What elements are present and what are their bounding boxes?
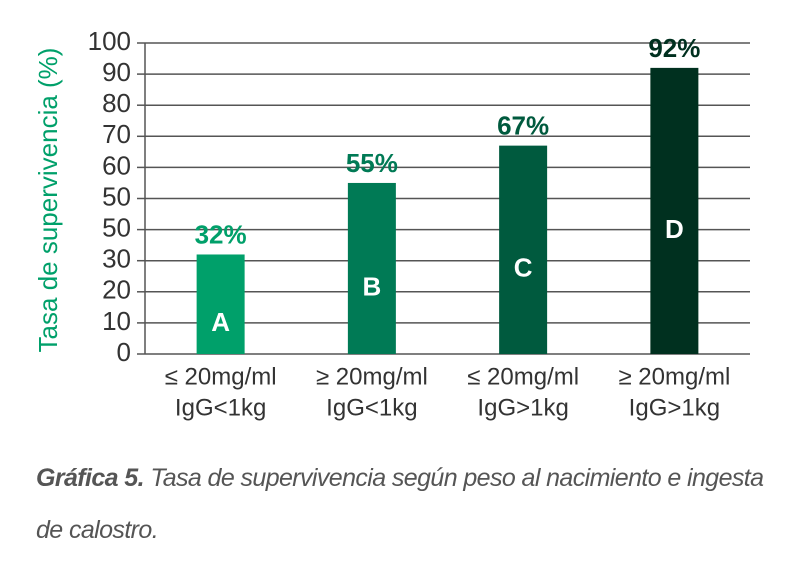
bar-label: B — [362, 271, 381, 301]
bar-label: D — [665, 214, 684, 244]
y-tick-label: 100 — [88, 26, 131, 56]
y-tick-label: 60 — [102, 150, 131, 180]
y-tick-label: 10 — [102, 306, 131, 336]
caption-label: Gráfica 5. — [36, 464, 145, 492]
bar — [347, 182, 396, 354]
y-tick-label: 0 — [117, 337, 131, 367]
x-tick-label: IgG>1kg — [477, 394, 568, 421]
y-tick-label: 20 — [102, 275, 131, 305]
x-tick-label: ≤ 20mg/ml — [467, 363, 579, 390]
x-tick-label: IgG<1kg — [175, 394, 266, 421]
y-tick-label: 30 — [102, 244, 131, 274]
bar — [499, 145, 548, 354]
bar — [650, 67, 699, 354]
chart: Tasa de supervivencia (%) 01020305050607… — [33, 26, 750, 421]
y-tick-label: 70 — [102, 119, 131, 149]
value-label: 92% — [648, 33, 700, 63]
y-tick-label: 50 — [102, 181, 131, 211]
x-tick-label: IgG<1kg — [326, 394, 417, 421]
x-tick-label: IgG>1kg — [629, 394, 720, 421]
y-tick-label: 50 — [102, 212, 131, 242]
value-label: 32% — [195, 219, 247, 249]
x-tick-label: ≥ 20mg/ml — [618, 363, 730, 390]
caption: Gráfica 5. Tasa de supervivencia según p… — [36, 452, 776, 556]
bar — [196, 254, 245, 354]
value-label: 55% — [346, 148, 398, 178]
x-tick-label: ≤ 20mg/ml — [165, 363, 277, 390]
bar-label: C — [514, 253, 533, 283]
y-tick-label: 80 — [102, 88, 131, 118]
y-tick-label: 90 — [102, 57, 131, 87]
x-tick-label: ≥ 20mg/ml — [316, 363, 428, 390]
caption-text: Tasa de supervivencia según peso al naci… — [36, 464, 764, 544]
bar-label: A — [211, 307, 230, 337]
value-label: 67% — [497, 111, 549, 141]
y-axis-label: Tasa de supervivencia (%) — [33, 48, 63, 353]
